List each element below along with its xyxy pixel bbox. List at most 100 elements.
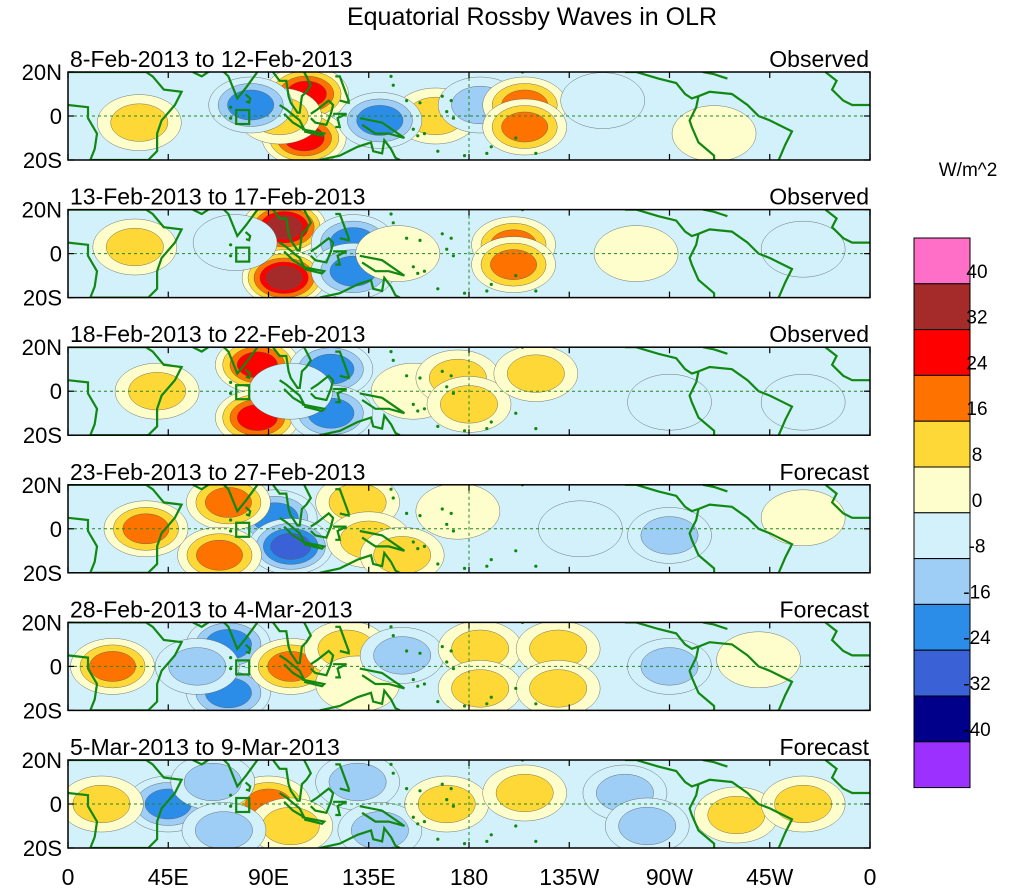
anomaly-cell xyxy=(515,622,601,677)
y-tick-label: 20N xyxy=(22,610,62,635)
island xyxy=(451,391,456,395)
colorbar-swatch xyxy=(913,237,971,285)
contour-ring xyxy=(501,111,549,143)
island xyxy=(485,839,489,844)
x-tick-label: 90E xyxy=(248,864,289,890)
island xyxy=(514,274,518,278)
panel: 20N 0 20S 18-Feb-2013 to 22-Feb-2013 Observe… xyxy=(22,321,871,448)
island xyxy=(411,540,415,544)
panel-stack: 20N 0 20S 8-Feb-2013 to 12-Feb-2013 Observed… xyxy=(22,46,871,861)
y-tick-label: 20S xyxy=(23,423,62,448)
coastline xyxy=(68,347,184,436)
coastline xyxy=(624,72,699,100)
coastline xyxy=(319,825,401,848)
coastline xyxy=(688,371,716,436)
colorbar-swatch xyxy=(913,695,971,743)
y-tick-label: 20S xyxy=(23,286,62,311)
island xyxy=(416,134,420,138)
x-tick-label: 0 xyxy=(864,864,877,890)
contour-ring xyxy=(716,631,801,688)
island xyxy=(389,487,393,491)
anomaly-cell xyxy=(760,489,846,546)
island xyxy=(405,649,409,653)
coastline xyxy=(301,128,327,138)
contour-ring xyxy=(270,533,312,560)
island xyxy=(449,649,453,653)
island xyxy=(485,151,489,155)
island xyxy=(451,667,456,671)
colorbar-swatch xyxy=(913,512,971,560)
anomaly-cell xyxy=(471,236,556,293)
colorbar-label: 24 xyxy=(966,353,988,374)
anomaly-cell xyxy=(493,347,579,402)
island xyxy=(405,236,409,240)
island xyxy=(462,154,467,158)
coastlines xyxy=(68,347,870,436)
coastline xyxy=(278,792,307,821)
island xyxy=(416,547,420,551)
coastline xyxy=(824,209,870,244)
coastline xyxy=(359,254,406,277)
colorbar-swatch xyxy=(913,741,971,789)
island xyxy=(485,289,489,293)
anomaly-cell xyxy=(605,797,690,848)
coastline xyxy=(698,778,794,848)
panel-period: 18-Feb-2013 to 22-Feb-2013 xyxy=(70,321,365,347)
x-tick-label: 0 xyxy=(62,864,75,890)
island xyxy=(418,376,422,380)
island xyxy=(489,145,493,149)
colorbar-swatch xyxy=(913,466,971,514)
island xyxy=(436,287,440,291)
island xyxy=(229,380,233,384)
colorbar-swatch xyxy=(913,420,971,468)
coastline xyxy=(319,687,401,711)
island xyxy=(229,254,233,258)
anomaly-cell xyxy=(177,527,262,573)
colorbar-swatch xyxy=(913,558,971,605)
coastline xyxy=(333,800,347,817)
coastline xyxy=(359,529,406,552)
coastline xyxy=(688,783,716,848)
coastline xyxy=(359,392,406,415)
coastline xyxy=(824,622,870,657)
island xyxy=(440,645,444,649)
contour-ring xyxy=(671,105,757,160)
island xyxy=(389,625,393,629)
coastline xyxy=(244,231,252,242)
island xyxy=(489,695,493,699)
island xyxy=(462,704,467,708)
island xyxy=(418,651,422,655)
contour-ring xyxy=(627,374,712,431)
y-tick-label: 0 xyxy=(50,654,62,679)
coastline xyxy=(335,488,350,518)
contour-ring xyxy=(529,669,587,708)
colorbar-label: 0 xyxy=(972,491,983,512)
coastline xyxy=(359,117,406,140)
coastline xyxy=(333,112,347,129)
island xyxy=(436,700,440,704)
island xyxy=(534,564,538,568)
island xyxy=(440,232,444,236)
island xyxy=(514,549,518,553)
island xyxy=(445,522,449,527)
contour-ring xyxy=(415,484,501,540)
coastline xyxy=(68,622,184,711)
island xyxy=(445,660,449,664)
coastlines xyxy=(68,484,870,573)
island xyxy=(485,427,489,431)
coastline xyxy=(688,233,716,298)
coastlines xyxy=(68,72,870,160)
island xyxy=(534,151,538,155)
colorbar-label: -40 xyxy=(963,720,990,741)
island xyxy=(411,127,415,131)
island xyxy=(391,83,395,87)
island xyxy=(445,110,449,114)
anomaly-cell xyxy=(337,802,423,848)
anomaly-cell xyxy=(760,220,846,278)
anomaly-cell xyxy=(426,376,512,433)
anomaly-cell xyxy=(760,374,846,431)
colorbar-label: 8 xyxy=(972,445,983,466)
anomaly-cell xyxy=(482,98,567,156)
coastline xyxy=(192,484,259,514)
